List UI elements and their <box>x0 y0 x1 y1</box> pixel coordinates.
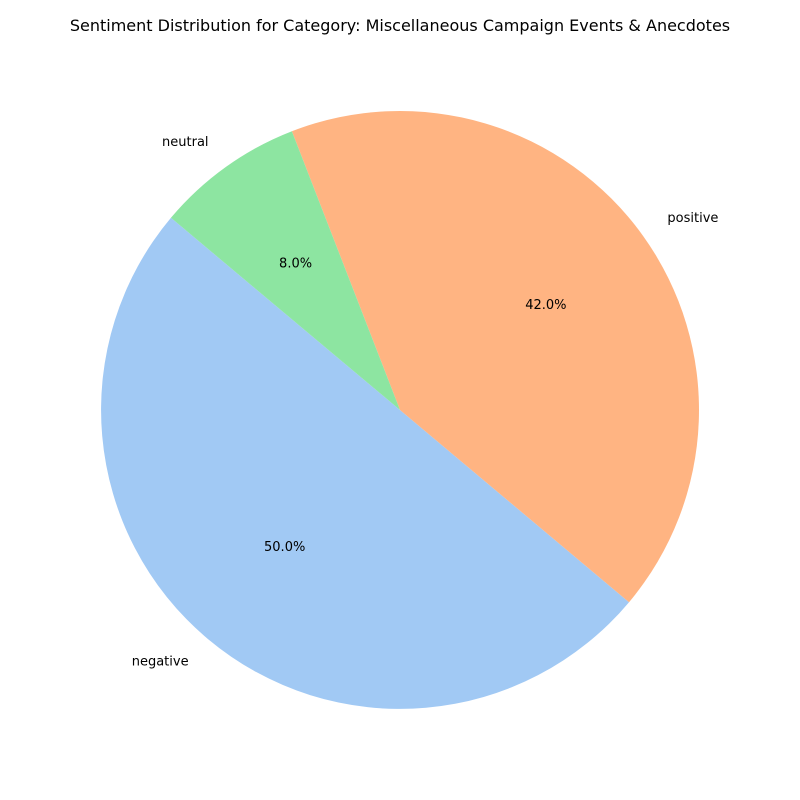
pie-labels: negative 50.0% positive 42.0% neutral 8.0% <box>132 135 719 669</box>
percent-label-negative: 50.0% <box>264 540 305 555</box>
slice-label-negative: negative <box>132 654 189 669</box>
percent-label-positive: 42.0% <box>525 298 566 313</box>
slice-label-positive: positive <box>667 211 718 226</box>
pie-slice-negative <box>101 217 630 709</box>
slice-label-neutral: neutral <box>162 135 209 150</box>
pie-slices <box>101 111 699 709</box>
pie-slice-positive <box>291 111 699 603</box>
percent-label-neutral: 8.0% <box>279 257 312 272</box>
pie-slice-neutral <box>170 131 400 411</box>
chart-title: Sentiment Distribution for Category: Mis… <box>70 16 730 35</box>
